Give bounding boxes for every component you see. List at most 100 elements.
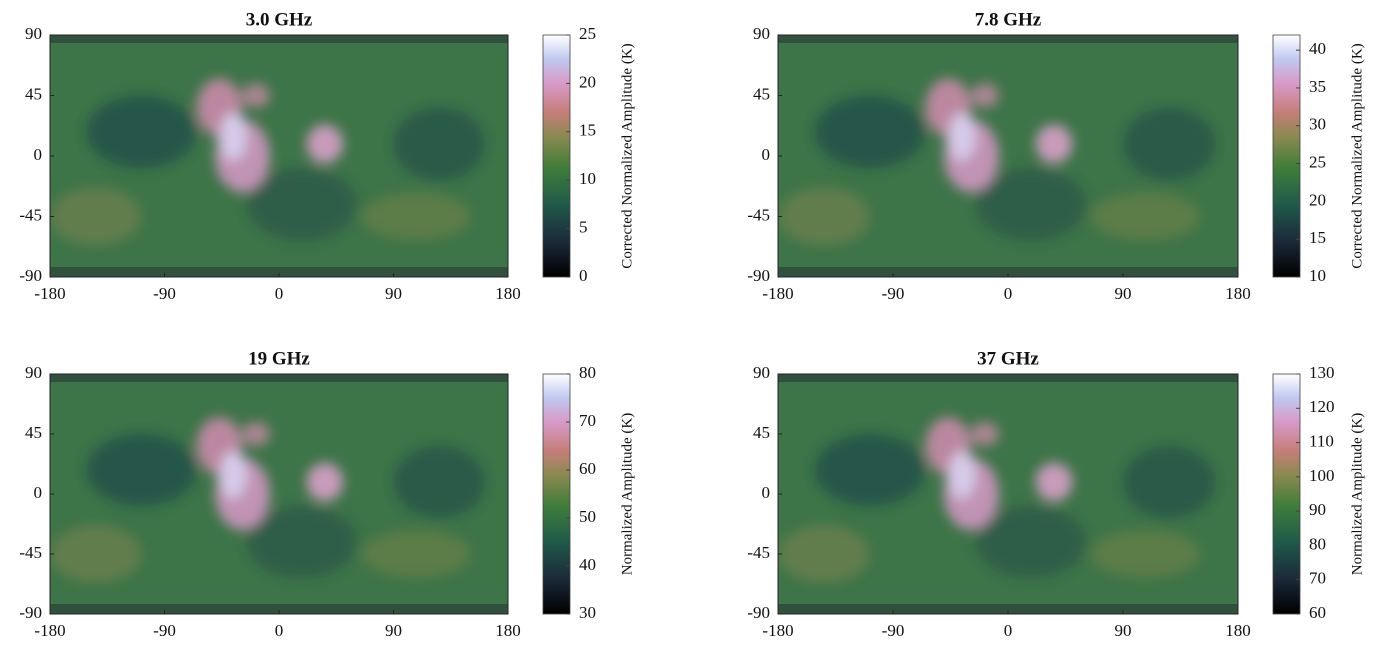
map-edge-top [50,35,508,43]
colorbar-tick-label: 30 [579,603,596,622]
colorbar [1272,34,1301,278]
panel-title: 3.0 GHz [246,9,313,30]
x-tick-label: 180 [1225,284,1251,303]
map-edge-top [778,374,1238,382]
y-tick-label: -45 [747,205,770,224]
map-region [948,450,976,499]
map-region [219,112,247,161]
y-tick-label: 90 [25,363,42,382]
x-tick-label: 180 [495,284,521,303]
y-tick-label: 45 [753,84,770,103]
x-tick-label: -180 [34,284,65,303]
map-region [1035,462,1073,502]
colorbar-tick-label: 130 [1309,363,1335,382]
y-tick-label: 0 [34,483,43,502]
map-region [361,530,472,578]
y-tick-label: -90 [747,266,770,285]
y-tick-label: 90 [753,363,770,382]
map-region [86,95,197,169]
colorbar-label: Corrected Normalized Amplitude (K) [1349,43,1365,268]
colorbar [542,373,571,615]
y-tick-label: 45 [25,84,42,103]
colorbar-tick-label: 30 [1309,115,1326,134]
x-tick-label: 0 [1004,284,1013,303]
map-region [242,422,270,446]
map-region [814,95,926,169]
map-region [948,112,976,161]
map-region [975,506,1087,578]
map-region [50,525,142,583]
colorbar-tick-label: 70 [579,411,596,430]
panel-title: 19 GHz [248,348,310,369]
colorbar-tick-label: 25 [579,24,596,43]
y-tick-label: -90 [747,603,770,622]
x-tick-label: 0 [1004,621,1013,640]
y-tick-label: 0 [762,483,771,502]
colorbar-tick-label: 10 [579,169,596,188]
map-region [971,422,999,446]
x-tick-label: 90 [1115,284,1132,303]
colorbar-tick-label: 100 [1309,466,1335,485]
colorbar-tick-label: 70 [1309,569,1326,588]
map-region [778,187,870,246]
map-edge-bottom [50,604,508,614]
map-texture [50,78,486,246]
x-tick-label: -180 [34,621,65,640]
y-tick-label: -90 [19,603,42,622]
map-region [1035,124,1073,164]
colorbar-label: Corrected Normalized Amplitude (K) [619,43,635,268]
map-region [393,446,486,518]
map-region [86,434,197,506]
colorbar-label: Normalized Amplitude (K) [619,413,635,575]
map-region [246,506,357,578]
colorbar-tick-label: 10 [1309,266,1326,285]
colorbar-tick-label: 25 [1309,152,1326,171]
x-tick-label: -90 [882,284,905,303]
map-texture [50,417,486,583]
x-tick-label: -90 [882,621,905,640]
map-region [1090,530,1202,578]
x-tick-label: 0 [275,284,284,303]
x-tick-label: 180 [1225,621,1251,640]
map-texture [778,417,1215,583]
map-region [814,434,926,506]
map-region [306,462,344,502]
y-tick-label: 0 [34,145,43,164]
map-region [306,124,344,164]
map-region [1090,192,1202,241]
map-region [242,83,270,108]
map [50,374,508,614]
x-tick-label: -90 [153,621,176,640]
x-tick-label: 0 [275,621,284,640]
map-region [219,450,247,499]
map-edge-bottom [778,267,1238,277]
colorbar-tick-label: 20 [579,72,596,91]
map-region [393,107,486,181]
y-tick-label: 0 [762,145,771,164]
map-edge-top [778,35,1238,43]
colorbar-label: Normalized Amplitude (K) [1349,413,1365,575]
map-region [1123,446,1215,518]
colorbar-tick-label: 50 [579,507,596,526]
panel-title: 37 GHz [977,348,1039,369]
colorbar-tick-label: 80 [579,363,596,382]
map-region [246,168,357,241]
y-tick-label: -45 [19,543,42,562]
y-tick-label: 45 [25,423,42,442]
y-tick-label: -90 [19,266,42,285]
colorbar-tick-label: 5 [579,218,588,237]
map-edge-bottom [50,267,508,277]
colorbar-tick-label: 60 [1309,603,1326,622]
map-region [975,168,1087,241]
colorbar-tick-label: 0 [579,266,588,285]
colorbar [542,34,571,278]
map-texture [778,78,1215,246]
map [50,35,508,277]
colorbar-tick-label: 80 [1309,534,1326,553]
panel-title: 7.8 GHz [975,9,1042,30]
colorbar-tick-label: 90 [1309,500,1326,519]
map-region [361,192,472,241]
y-tick-label: 90 [25,24,42,43]
x-tick-label: -180 [762,284,793,303]
map-edge-top [50,374,508,382]
